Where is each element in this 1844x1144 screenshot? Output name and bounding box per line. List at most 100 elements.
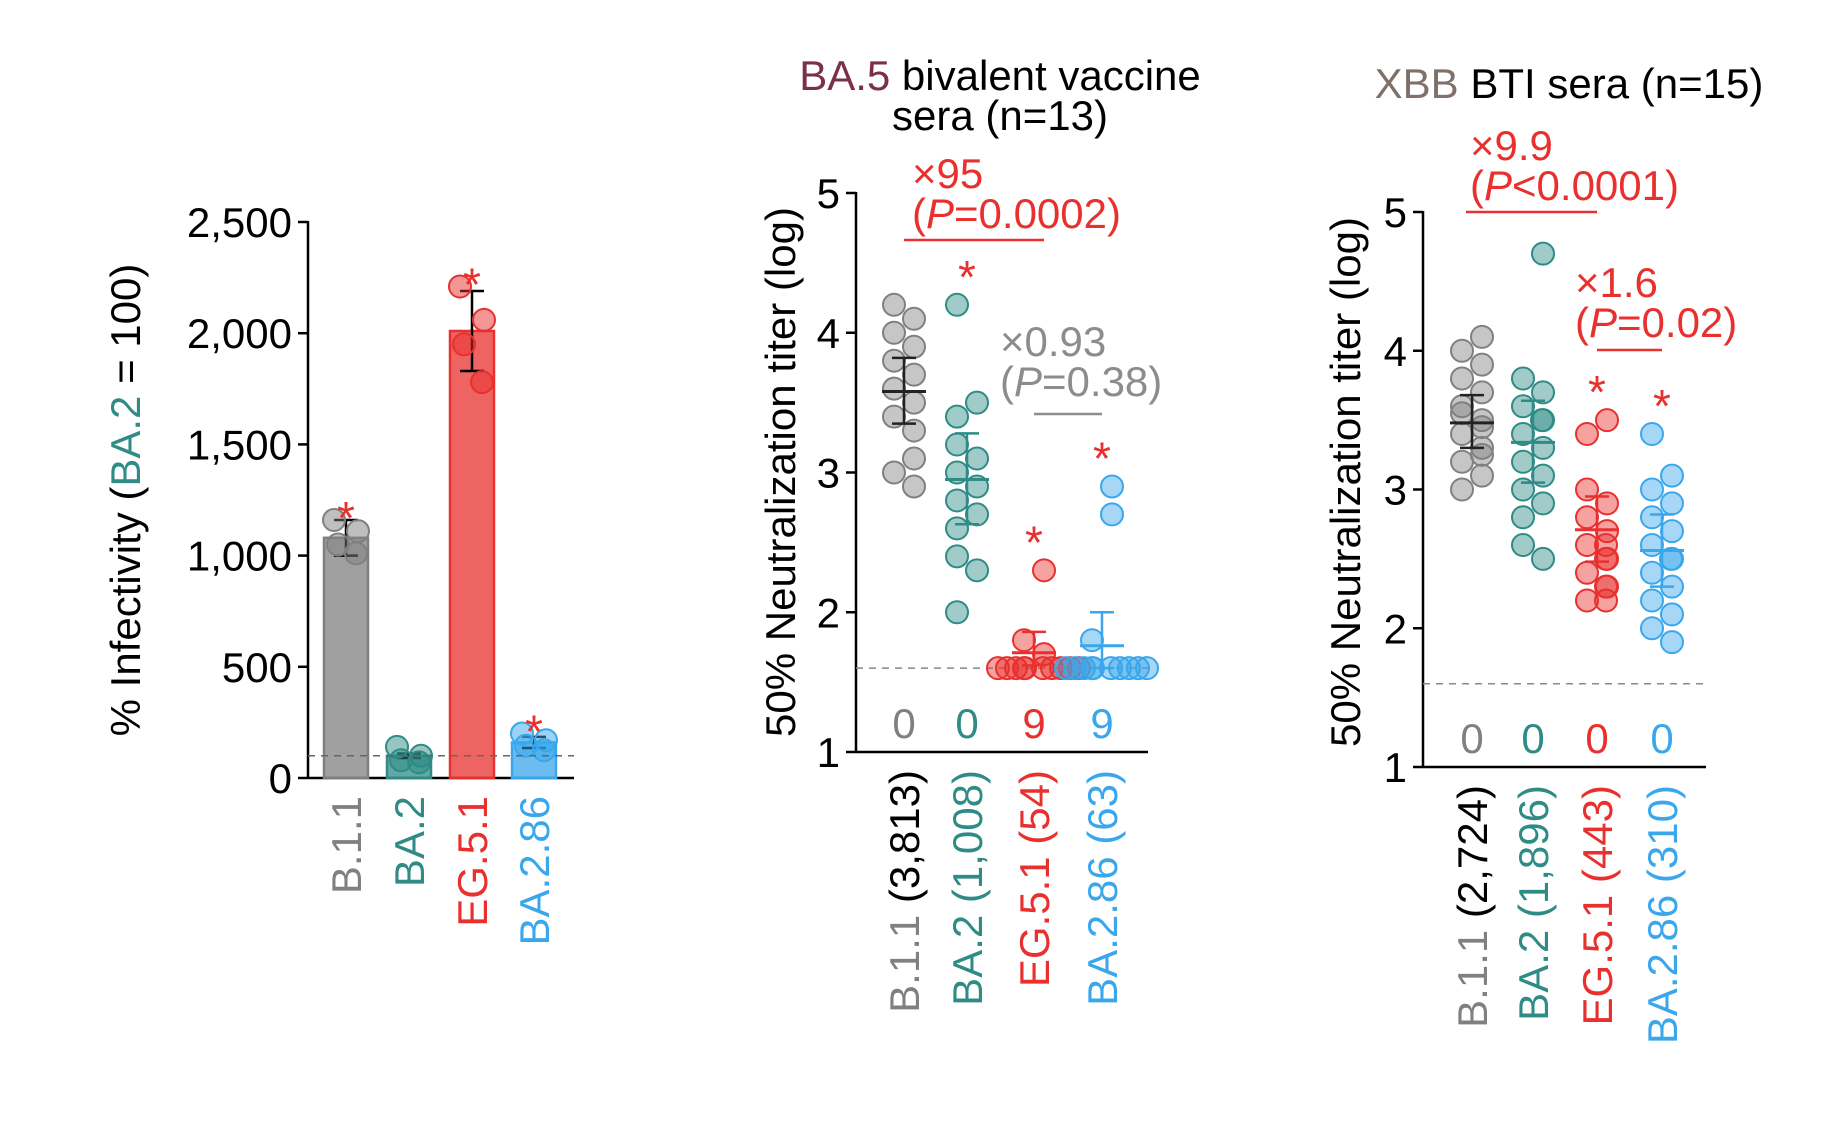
- below-detection-count: 0: [1585, 715, 1608, 762]
- data-point: [1531, 546, 1555, 571]
- bar-EG.5.1: [448, 329, 496, 780]
- data-point: [1511, 505, 1535, 530]
- below-detection-count: 0: [1650, 715, 1673, 762]
- category-name: BA.2.86: [1639, 883, 1686, 1044]
- x-tick-label-BA.2.86: BA.2.86 (310): [1639, 785, 1686, 1044]
- data-point: [1100, 474, 1124, 499]
- data-point: [945, 488, 969, 513]
- significance-star: *: [525, 706, 543, 758]
- p-value-number: =0.38): [1042, 358, 1162, 405]
- significance-star: *: [1025, 516, 1043, 568]
- data-point: [1511, 449, 1535, 474]
- data-point: [1511, 394, 1535, 419]
- significance-star: *: [958, 251, 976, 303]
- data-point: [1531, 380, 1555, 405]
- y-tick-label: 1: [817, 729, 840, 776]
- data-point: [986, 656, 1010, 681]
- data-point: [1659, 546, 1683, 571]
- data-point: [532, 738, 556, 763]
- category-name: B.1.1: [881, 903, 928, 1013]
- category-gmt: (1,008): [944, 770, 991, 903]
- x-tick-label-B.1.1: B.1.1 (2,724): [1449, 785, 1496, 1028]
- data-point: [1575, 477, 1599, 502]
- p-value-letter: P: [926, 190, 954, 237]
- data-point: [965, 502, 989, 527]
- data-point: [945, 404, 969, 429]
- y-tick-label: 0: [269, 755, 292, 802]
- data-point: [1126, 656, 1150, 681]
- data-point: [902, 362, 926, 387]
- panel-xbb-bti-sera: XBB BTI sera (n=15) 1 2 3 4 5 50% Neutralizati…: [1322, 60, 1763, 1044]
- x-tick-label-BA.2: BA.2 (1,008): [944, 770, 991, 1006]
- y-tick-label: 2: [1384, 605, 1407, 652]
- data-point: [1575, 422, 1599, 446]
- y-tick-label: 2: [817, 589, 840, 636]
- data-point: [1470, 380, 1494, 405]
- category-gmt: (310): [1639, 785, 1686, 883]
- y-tick-label: 4: [817, 310, 840, 357]
- data-point: [1575, 505, 1599, 530]
- p-value-letter: P: [1484, 162, 1512, 209]
- significance-star: *: [1653, 380, 1671, 432]
- x-tick-label-EG.5.1: EG.5.1: [449, 796, 496, 927]
- data-point: [1511, 533, 1535, 557]
- data-point: [902, 390, 926, 415]
- data-point: [1531, 491, 1555, 516]
- category-gmt: (3,813): [881, 770, 928, 903]
- data-point: [965, 446, 989, 471]
- category-name: BA.2: [1510, 918, 1557, 1021]
- data-point: [1640, 477, 1664, 502]
- x-tick-label-BA.2: BA.2 (1,896): [1510, 785, 1557, 1021]
- data-point: [407, 750, 431, 775]
- data-point: [902, 334, 926, 359]
- data-point: [1135, 656, 1159, 681]
- y-tick-label: 1: [1384, 744, 1407, 791]
- category-gmt: (63): [1079, 770, 1126, 845]
- panel-title-highlight: XBB: [1375, 60, 1459, 107]
- panel-title: XBB BTI sera (n=15): [1375, 60, 1764, 107]
- data-point: [1660, 630, 1684, 655]
- y-tick-label: 2,500: [187, 199, 292, 246]
- data-point: [882, 292, 906, 317]
- significance-star: *: [337, 492, 355, 544]
- data-point: [902, 446, 926, 471]
- data-point: [1640, 616, 1664, 641]
- y-axis-label: 50% Neutralization titer (log): [1322, 217, 1369, 747]
- fold-change: ×95: [912, 150, 983, 197]
- x-tick-label-BA.2.86: BA.2.86: [511, 796, 558, 945]
- category-name: EG.5.1: [1574, 883, 1621, 1025]
- x-tick-label-B.1.1: B.1.1: [323, 796, 370, 894]
- y-axis-label: 50% Neutralization titer (log): [757, 207, 804, 737]
- p-value-prefix: (: [912, 190, 926, 237]
- p-value-prefix: (: [1575, 299, 1589, 346]
- data-point: [902, 474, 926, 499]
- data-point: [1450, 366, 1474, 391]
- data-point: [448, 274, 472, 299]
- below-detection-count: 0: [1521, 715, 1544, 762]
- data-point: [1511, 477, 1535, 502]
- data-point: [1100, 502, 1124, 527]
- data-point: [945, 292, 969, 317]
- data-point: [1660, 491, 1684, 516]
- data-point: [1054, 656, 1078, 681]
- p-value-letter: P: [1014, 358, 1042, 405]
- data-point: [1640, 533, 1664, 557]
- data-point: [472, 307, 496, 332]
- data-point: [1595, 408, 1619, 433]
- data-point: [1575, 588, 1599, 613]
- data-point: [1640, 588, 1664, 613]
- data-point: [1032, 558, 1056, 583]
- category-gmt: (54): [1011, 770, 1058, 845]
- y-tick-label: 3: [1384, 467, 1407, 514]
- data-point: [452, 332, 476, 357]
- data-point: [1530, 408, 1554, 433]
- category-gmt: (1,896): [1510, 785, 1557, 918]
- category-name: BA.2: [944, 903, 991, 1006]
- x-tick-label-B.1.1: B.1.1 (3,813): [881, 770, 928, 1013]
- y-axis-label-suffix: = 100): [102, 264, 149, 396]
- data-point: [1470, 463, 1494, 488]
- data-point: [1594, 588, 1618, 613]
